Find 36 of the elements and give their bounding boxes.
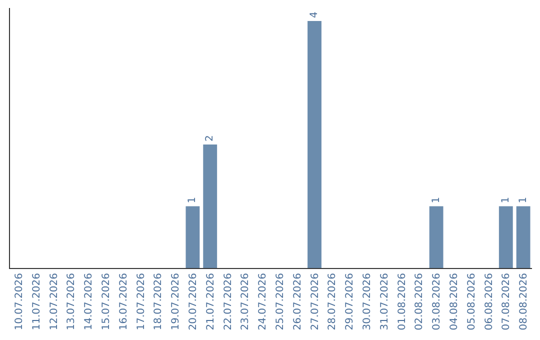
x-tick-label: 02.08.2026 <box>414 273 426 330</box>
x-tick-label: 26.07.2026 <box>292 273 304 330</box>
data-label: 1 <box>518 196 529 204</box>
x-tick-label: 12.07.2026 <box>48 273 60 330</box>
x-tick-label: 03.08.2026 <box>432 273 443 330</box>
data-label: 1 <box>430 196 442 204</box>
x-tick-label: 31.07.2026 <box>379 273 390 330</box>
x-tick-label: 30.07.2026 <box>362 273 373 330</box>
x-tick-label: 16.07.2026 <box>118 273 130 330</box>
x-tick-label: 19.07.2026 <box>170 273 182 330</box>
x-tick-label: 28.07.2026 <box>327 273 338 330</box>
x-tick-label: 14.07.2026 <box>84 273 95 330</box>
x-tick-label: 11.07.2026 <box>31 273 42 330</box>
x-tick-label: 05.08.2026 <box>466 273 478 330</box>
x-tick-label: 22.07.2026 <box>222 273 234 330</box>
x-tick-label: 01.08.2026 <box>396 273 408 330</box>
x-tick-label: 18.07.2026 <box>153 273 164 330</box>
x-tick-label: 27.07.2026 <box>310 273 321 330</box>
x-tick-label: 17.07.2026 <box>136 273 147 330</box>
x-tick-label: 15.07.2026 <box>100 273 112 330</box>
x-tick-label: 20.07.2026 <box>188 273 199 330</box>
x-tick-label: 24.07.2026 <box>258 273 269 330</box>
x-tick-label: 21.07.2026 <box>205 273 216 330</box>
data-label: 1 <box>187 196 198 204</box>
x-tick-label: 23.07.2026 <box>240 273 252 330</box>
data-label: 2 <box>204 135 216 142</box>
x-tick-label: 13.07.2026 <box>66 273 78 330</box>
x-tick-label: 25.07.2026 <box>274 273 286 330</box>
x-tick-label: 29.07.2026 <box>344 273 356 330</box>
data-label: 1 <box>500 196 512 204</box>
x-tick-label: 07.08.2026 <box>501 273 512 330</box>
x-tick-label: 10.07.2026 <box>14 273 25 330</box>
x-tick-label: 08.08.2026 <box>518 273 530 330</box>
x-tick-label: 04.08.2026 <box>448 273 460 330</box>
data-label: 4 <box>309 12 320 18</box>
x-tick-label: 06.08.2026 <box>484 273 495 330</box>
